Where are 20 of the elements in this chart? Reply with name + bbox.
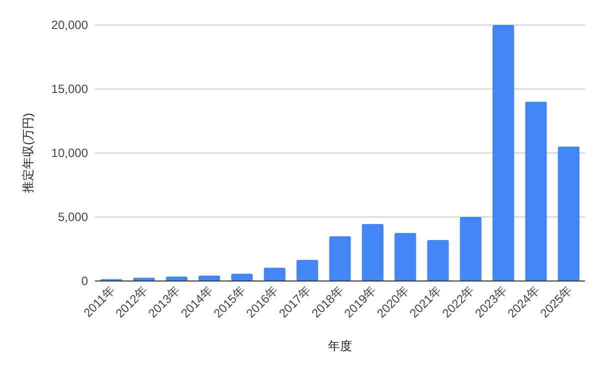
- bar: [558, 146, 580, 281]
- bar: [231, 274, 253, 281]
- y-axis-title: 推定年収(万円): [21, 113, 35, 193]
- bar: [460, 217, 482, 281]
- bar: [198, 276, 220, 281]
- bar: [525, 102, 547, 281]
- y-tick-label: 5,000: [58, 210, 88, 224]
- bar: [296, 260, 318, 281]
- x-axis-title: 年度: [328, 339, 352, 353]
- bar: [394, 233, 416, 281]
- bar: [427, 240, 449, 281]
- y-tick-label: 0: [81, 274, 88, 288]
- y-tick-label: 10,000: [51, 146, 88, 160]
- bar: [362, 224, 384, 281]
- y-tick-label: 15,000: [51, 82, 88, 96]
- bar: [264, 268, 286, 281]
- bar: [166, 276, 188, 281]
- y-tick-label: 20,000: [51, 18, 88, 32]
- bar: [329, 236, 351, 281]
- bar: [492, 25, 514, 281]
